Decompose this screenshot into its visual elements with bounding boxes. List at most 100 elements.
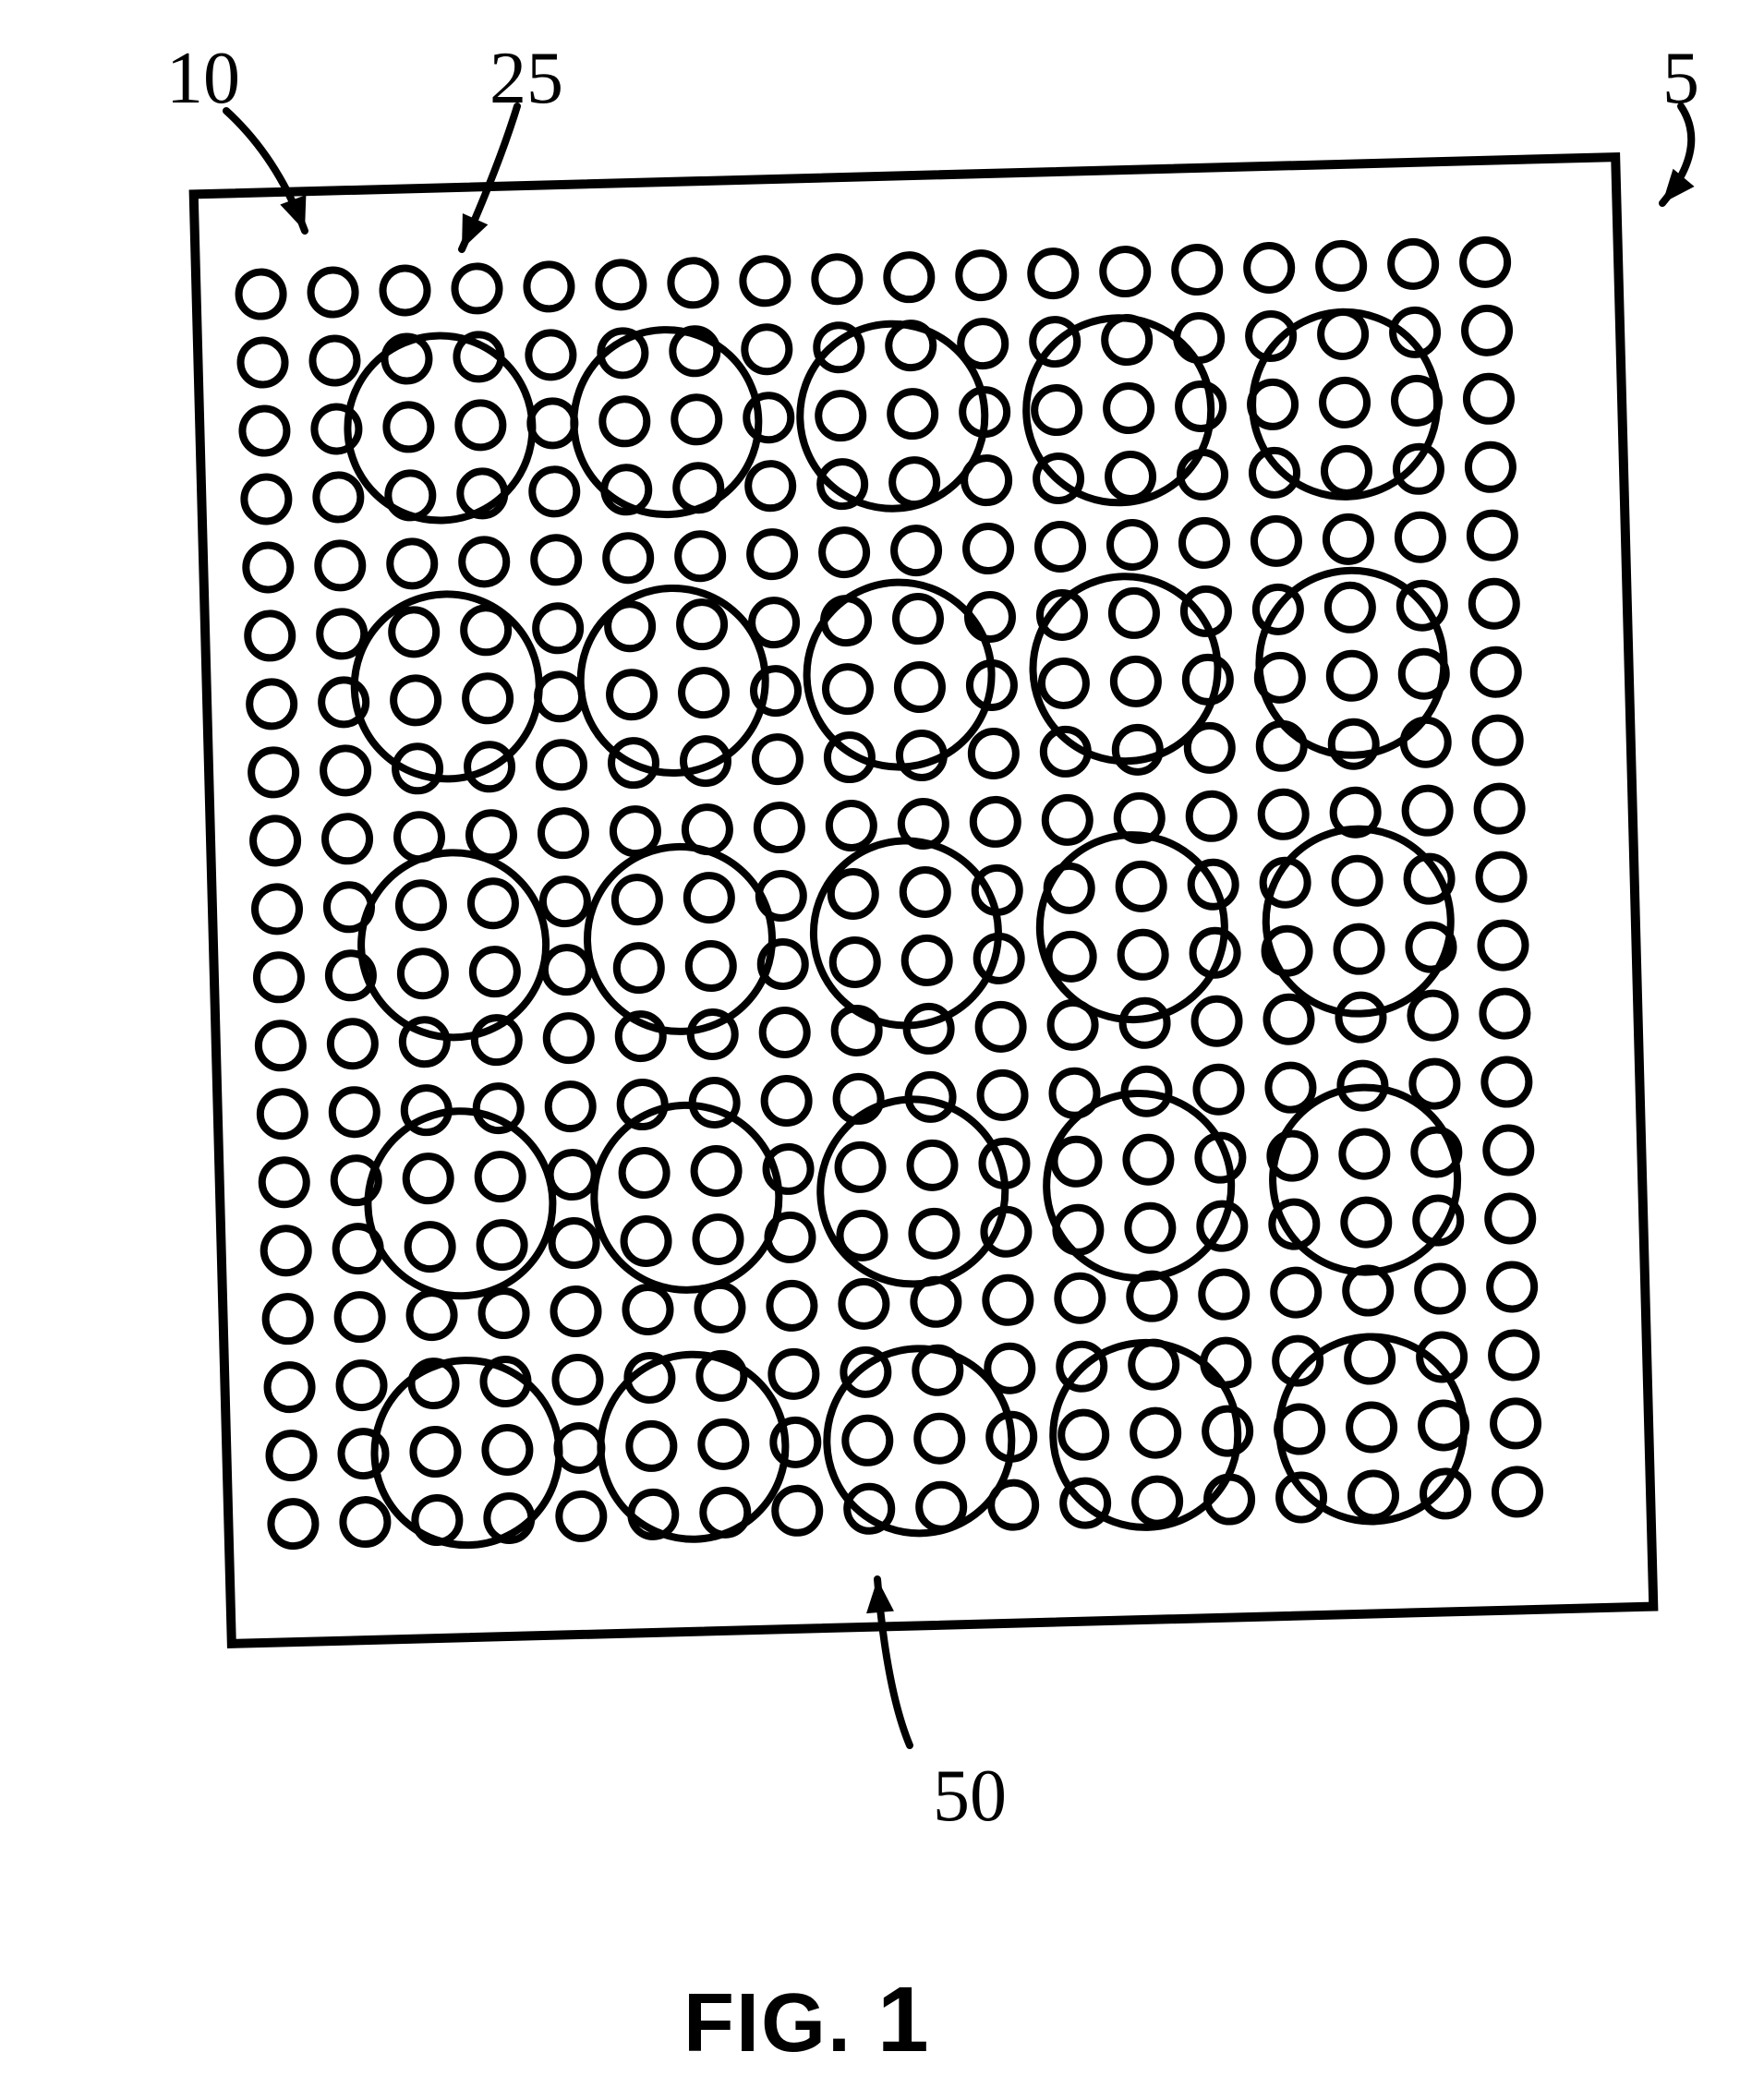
small-circle <box>629 1423 674 1468</box>
small-circle <box>526 264 572 309</box>
small-circle <box>694 1148 739 1193</box>
small-circle <box>240 340 285 385</box>
small-circle <box>1323 448 1369 493</box>
small-circle <box>407 1224 453 1269</box>
small-circle <box>1261 791 1306 837</box>
small-circle <box>393 678 439 723</box>
small-circle <box>1118 863 1164 909</box>
small-circle <box>815 257 860 302</box>
small-circle <box>838 1144 883 1189</box>
small-circle <box>382 268 428 313</box>
small-circle <box>267 1365 312 1410</box>
small-circle <box>1203 1340 1249 1385</box>
small-circle <box>1034 387 1080 432</box>
small-circle <box>980 1072 1025 1117</box>
small-circle <box>965 525 1010 571</box>
small-circle <box>1178 383 1223 428</box>
small-circle <box>602 399 647 444</box>
small-circle <box>238 272 284 317</box>
small-circle <box>978 1004 1023 1049</box>
large-circle <box>811 839 1000 1028</box>
small-circle <box>1274 1270 1319 1315</box>
small-circle <box>244 477 289 522</box>
small-circle <box>890 392 936 437</box>
large-circle <box>818 1097 1008 1286</box>
small-circle <box>462 539 507 585</box>
small-circle <box>392 609 437 655</box>
page: 1025550 FIG. 1 <box>0 0 1752 2100</box>
small-circle <box>762 1009 807 1055</box>
small-circle <box>756 804 802 850</box>
large-circle <box>1257 568 1446 757</box>
small-circle <box>1331 721 1376 766</box>
small-circle <box>1266 996 1311 1042</box>
small-circle <box>1473 649 1518 694</box>
large-circle <box>1051 1340 1240 1529</box>
small-circle <box>1342 1131 1387 1177</box>
small-circle <box>1115 727 1160 772</box>
small-circle <box>546 1015 591 1060</box>
large-circle <box>1024 316 1214 505</box>
small-circle <box>1488 1196 1533 1241</box>
small-circle <box>897 664 942 709</box>
small-circle <box>465 676 510 721</box>
small-circle <box>832 939 877 984</box>
small-circle <box>472 949 517 995</box>
small-circle <box>609 672 654 718</box>
small-circle <box>1412 1061 1457 1106</box>
small-circle <box>1325 516 1371 561</box>
small-circle <box>528 332 574 378</box>
small-circle <box>1477 786 1522 831</box>
small-circle <box>258 1023 303 1068</box>
small-circle <box>1109 522 1154 567</box>
small-circle <box>339 1362 384 1407</box>
small-circle <box>1347 1336 1393 1382</box>
small-circle <box>985 1277 1031 1322</box>
small-circle <box>1484 1059 1529 1104</box>
small-circle <box>695 1216 741 1261</box>
small-circle <box>557 1425 602 1470</box>
callout-label-50: 50 <box>933 1755 1007 1839</box>
small-circle <box>322 748 368 793</box>
small-circle <box>887 255 932 300</box>
large-circle <box>1277 1334 1467 1524</box>
small-circle <box>479 1222 525 1267</box>
small-circle <box>477 1153 523 1199</box>
small-circle <box>825 666 870 711</box>
small-circle <box>1319 243 1364 288</box>
small-circle <box>1422 1471 1468 1516</box>
small-circle <box>841 1281 887 1326</box>
small-circle <box>1403 719 1448 765</box>
small-circle <box>959 253 1004 298</box>
small-circle <box>625 1286 671 1332</box>
small-circle <box>1045 797 1090 842</box>
small-circle <box>343 1499 388 1544</box>
large-circle <box>352 592 541 781</box>
small-circle <box>1396 446 1441 491</box>
small-circle <box>269 1433 314 1478</box>
small-circle <box>1494 1469 1540 1515</box>
small-circle <box>1391 241 1436 286</box>
small-circle <box>260 1092 305 1137</box>
small-circle <box>536 606 581 651</box>
small-circle <box>246 545 291 590</box>
small-circle <box>1468 444 1513 489</box>
small-circle <box>681 670 726 716</box>
small-circle <box>1202 1272 1247 1317</box>
small-circle <box>1418 1266 1463 1311</box>
small-circle <box>261 1160 307 1205</box>
small-circle <box>902 869 948 914</box>
small-circle <box>252 818 297 863</box>
small-circle <box>386 404 431 450</box>
small-circle <box>310 270 356 315</box>
small-circle <box>1061 1412 1106 1457</box>
small-circle <box>1133 1410 1178 1455</box>
small-circle <box>1486 1128 1531 1173</box>
small-circle <box>1113 658 1158 704</box>
small-circle <box>1205 1408 1251 1454</box>
small-circle <box>1268 1065 1313 1110</box>
small-circle <box>821 529 866 574</box>
small-circle <box>485 1427 530 1472</box>
small-circle <box>538 742 584 788</box>
small-circle <box>332 1090 377 1135</box>
